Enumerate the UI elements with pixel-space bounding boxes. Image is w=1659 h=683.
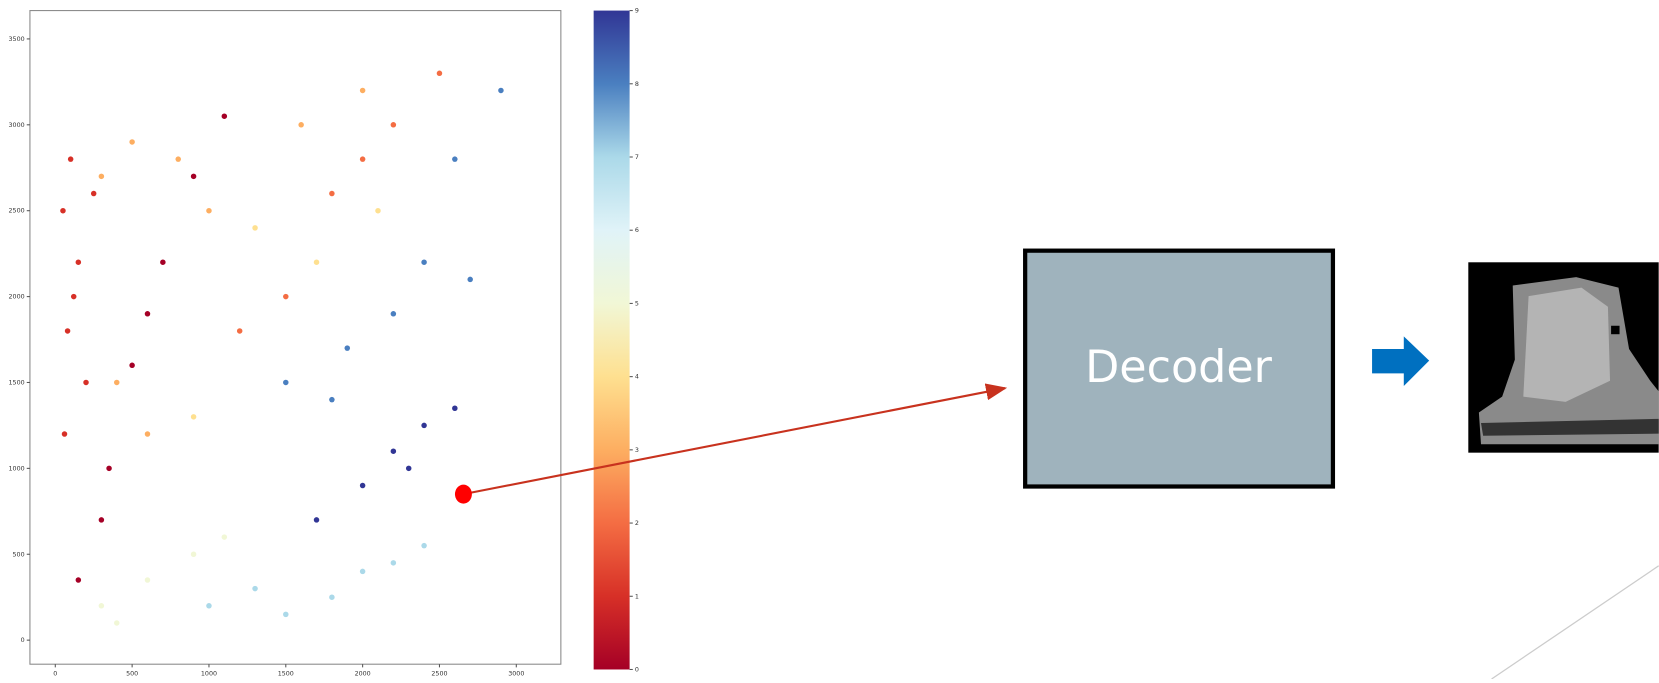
colorbar-tick-label: 7 (635, 154, 639, 161)
y-tick-label: 2500 (9, 208, 25, 215)
point (329, 594, 335, 600)
point (90, 190, 97, 197)
point (129, 362, 135, 369)
point (452, 405, 458, 411)
point (98, 603, 105, 609)
x-tick-label: 2500 (431, 671, 447, 678)
point (98, 517, 105, 523)
y-tick-label: 2000 (9, 294, 25, 301)
point (390, 311, 397, 317)
colorbar-tick-label: 3 (635, 447, 639, 454)
point (190, 551, 197, 558)
point (421, 259, 427, 265)
point (390, 122, 397, 128)
colorbar-tick-label: 5 (635, 300, 639, 307)
colorbar-tick-label: 9 (635, 8, 639, 15)
x-tick-label: 0 (53, 671, 57, 678)
plot-frame (29, 10, 562, 665)
point (452, 156, 458, 162)
point (60, 207, 66, 214)
scatter-points (60, 70, 504, 626)
x-tick-label: 500 (126, 671, 138, 678)
point (467, 276, 473, 283)
point (375, 207, 381, 214)
point (106, 465, 112, 472)
point (190, 414, 197, 420)
point (190, 173, 197, 180)
decoded-image (1468, 262, 1659, 453)
colorbar-tick-label: 6 (635, 227, 639, 234)
point (298, 122, 304, 128)
colorbar-tick-label: 4 (635, 374, 639, 381)
point (61, 431, 68, 437)
colorbar-tick-label: 2 (635, 520, 639, 527)
point (114, 620, 120, 626)
point (283, 379, 289, 386)
point (83, 379, 89, 386)
point (236, 328, 243, 334)
x-tick-label: 1500 (278, 671, 294, 678)
point (144, 311, 151, 317)
y-tick-label: 3500 (9, 36, 25, 43)
point (313, 517, 320, 523)
x-tick-label: 3000 (508, 671, 524, 678)
point (421, 422, 427, 429)
y-tick-label: 500 (13, 551, 25, 558)
point (160, 259, 166, 265)
point (252, 585, 258, 592)
point (206, 207, 212, 214)
y-tick-label: 0 (21, 637, 25, 644)
point (421, 542, 427, 549)
point (144, 577, 151, 583)
point (498, 87, 504, 94)
point (221, 113, 228, 119)
y-tick-label: 3000 (9, 122, 25, 129)
point (313, 259, 320, 265)
highlight-point (454, 484, 472, 504)
point (283, 611, 289, 618)
point (221, 534, 228, 540)
point (75, 259, 82, 265)
point (206, 603, 212, 609)
point (359, 156, 366, 162)
point (359, 568, 366, 575)
x-tick-label: 1000 (201, 671, 217, 678)
decor-line (1491, 565, 1659, 680)
point (98, 173, 105, 180)
point (436, 70, 443, 77)
y-tick-label: 1000 (9, 465, 25, 472)
colorbar-tick-label: 0 (635, 666, 639, 673)
colorbar-tick-label: 8 (635, 81, 639, 88)
point (329, 190, 335, 197)
point (252, 225, 258, 231)
point (390, 448, 397, 454)
point (344, 345, 351, 351)
point (75, 577, 82, 583)
point (64, 328, 71, 334)
point (70, 293, 77, 300)
decoder-label: Decoder (1085, 342, 1273, 393)
point (329, 396, 335, 403)
point (144, 431, 151, 437)
point (175, 156, 181, 162)
colorbar-tick-label: 1 (635, 593, 639, 600)
point (129, 139, 135, 145)
point (405, 465, 412, 472)
decoder-box (1023, 248, 1336, 489)
x-tick-label: 2000 (355, 671, 371, 678)
y-tick-label: 1500 (9, 379, 25, 386)
point (390, 560, 397, 566)
point (359, 482, 366, 489)
colorbar (593, 10, 630, 670)
point (67, 156, 74, 162)
pointer-arrow (463, 383, 1008, 496)
point (359, 87, 366, 94)
point (114, 379, 120, 386)
arrow-right (1372, 336, 1430, 387)
point (283, 293, 289, 300)
